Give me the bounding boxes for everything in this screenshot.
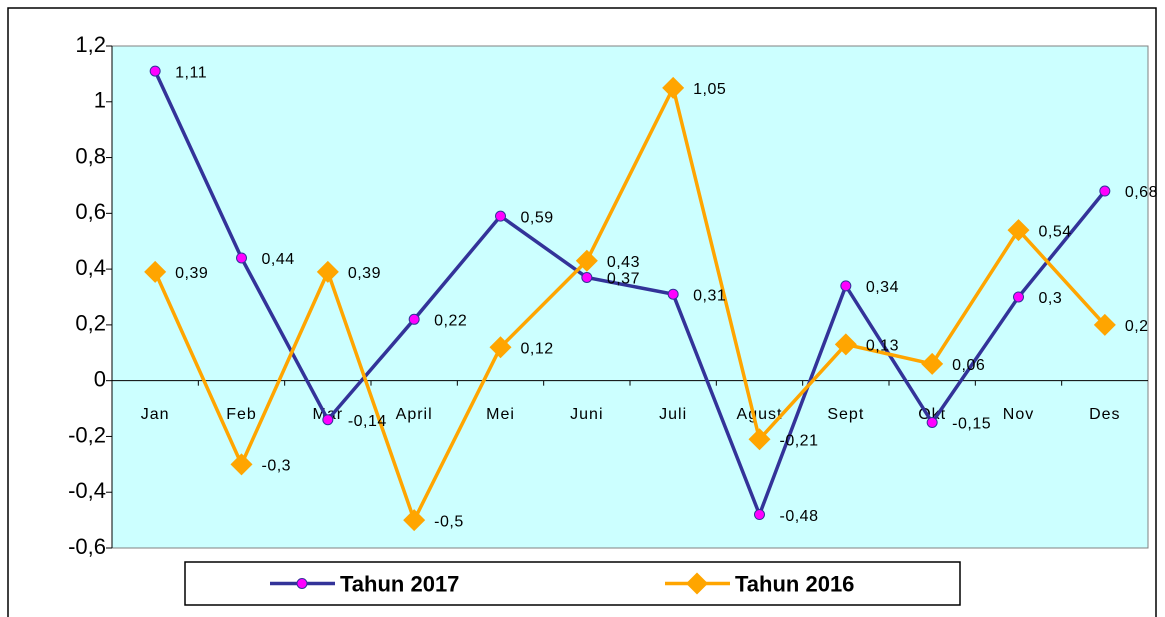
y-tick-label: 0,8: [75, 143, 106, 168]
data-point: [1099, 185, 1111, 197]
data-point: [754, 509, 765, 521]
data-point: [230, 453, 253, 476]
y-tick-label: 1: [94, 88, 106, 113]
legend-marker: [686, 572, 708, 595]
data-label: 0,3: [1039, 290, 1063, 307]
y-tick-label: -0,2: [68, 422, 106, 447]
data-label: -0,14: [348, 413, 387, 430]
x-tick-label: Des: [1089, 406, 1120, 423]
data-label: 0,54: [1039, 223, 1072, 240]
data-point: [834, 333, 857, 356]
data-point: [316, 260, 339, 283]
data-label: -0,3: [262, 458, 292, 475]
series-line: [153, 70, 1107, 520]
data-point: [236, 252, 247, 264]
data-point: [667, 288, 679, 300]
data-label: 0,39: [348, 265, 381, 282]
x-tick-label: Juli: [659, 406, 687, 423]
data-label: 0,13: [866, 338, 899, 355]
data-point: [748, 428, 771, 451]
y-tick-label: 0,6: [75, 199, 106, 224]
data-label: 0,2: [1125, 318, 1149, 335]
data-label: 0,34: [866, 279, 899, 296]
data-label: 0,06: [952, 357, 985, 374]
y-tick-label: 0,2: [75, 311, 106, 336]
data-label: 1,05: [693, 81, 726, 98]
data-point: [489, 336, 512, 359]
y-tick-label: -0,4: [68, 478, 106, 503]
y-tick-label: 1,2: [75, 32, 106, 57]
x-tick-label: Juni: [570, 406, 603, 423]
data-point: [149, 65, 161, 77]
data-label: 0,39: [175, 265, 208, 282]
data-point: [1093, 313, 1116, 336]
x-tick-label: Sept: [827, 406, 864, 423]
data-label: 0,44: [262, 251, 295, 268]
data-point: [926, 417, 938, 428]
y-tick-label: -0,6: [68, 534, 106, 559]
data-point: [322, 414, 334, 426]
data-point: [144, 260, 167, 283]
y-tick-label: 0,4: [75, 255, 106, 280]
data-label: -0,21: [780, 432, 819, 449]
data-point: [495, 210, 506, 222]
frame: [7, 7, 1157, 617]
legend-marker: [296, 578, 308, 589]
data-point: [581, 271, 593, 283]
data-point: [662, 76, 685, 99]
data-point: [403, 509, 426, 532]
data-label: 0,12: [521, 340, 554, 357]
data-label: -0,15: [952, 416, 991, 433]
data-label: -0,48: [780, 508, 819, 525]
data-label: 0,43: [607, 254, 640, 271]
data-point: [575, 249, 598, 272]
legend-label: Tahun 2017: [340, 571, 459, 596]
x-tick-label: Nov: [1003, 406, 1034, 423]
x-tick-label: Jan: [141, 406, 170, 423]
x-tick-label: Feb: [226, 406, 257, 423]
legend-label: Tahun 2016: [735, 571, 854, 596]
x-tick-label: Mei: [486, 406, 515, 423]
data-label: 0,68: [1125, 184, 1158, 201]
data-label: 0,22: [434, 313, 467, 330]
x-tick-label: April: [396, 406, 433, 423]
data-label: 0,59: [521, 209, 554, 226]
data-label: -0,5: [434, 513, 464, 530]
data-point: [408, 313, 420, 325]
data-label: 0,31: [693, 287, 726, 304]
data-point: [840, 280, 852, 292]
data-point: [1007, 219, 1030, 242]
data-label: 1,11: [175, 64, 207, 81]
data-point: [1013, 291, 1024, 303]
y-tick-label: 0: [94, 366, 106, 391]
series-line: [153, 82, 1107, 525]
data-point: [921, 352, 944, 375]
data-label: 0,37: [607, 271, 640, 288]
x-tick-label: Agust: [737, 406, 783, 423]
